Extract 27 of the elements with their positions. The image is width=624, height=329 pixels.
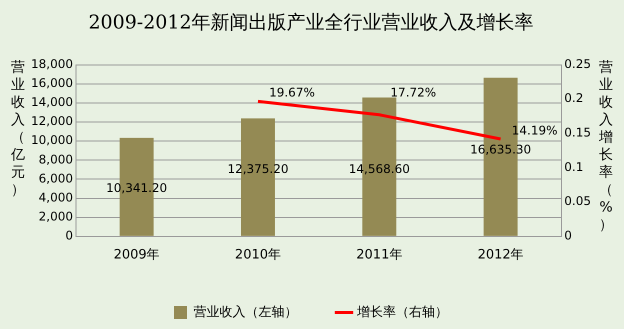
- y-tick-label: 16,000: [30, 76, 73, 90]
- y2-tick-label: 0.1: [564, 160, 584, 174]
- data-label: 17.72%: [390, 86, 436, 100]
- y2-tick-label: 0.25: [564, 56, 591, 71]
- y-tick-label: 14,000: [30, 95, 73, 110]
- y-tick-label: 4,000: [38, 190, 73, 204]
- y-tick-label: 18,000: [30, 56, 73, 71]
- x-tick-label: 2012年: [478, 248, 524, 263]
- x-tick-label: 2009年: [114, 248, 160, 263]
- y-tick-label: 10,000: [30, 133, 73, 148]
- legend-label: 增长率（右轴）: [356, 304, 448, 320]
- y-tick-label: 8,000: [38, 152, 73, 166]
- y2-tick-label: 0.2: [564, 91, 584, 106]
- text: 营业收入增长率（%）: [599, 60, 613, 234]
- legend-label: 营业收入（左轴）: [194, 304, 298, 320]
- data-label: 19.67%: [269, 86, 315, 100]
- y2-tick-label: 0.15: [564, 126, 591, 140]
- x-tick-label: 2011年: [356, 248, 402, 263]
- y2-tick-label: 0.05: [564, 194, 591, 208]
- y-tick-label: 6,000: [38, 171, 73, 186]
- x-tick-label: 2010年: [234, 248, 282, 263]
- chart-title: 2009-2012年新闻出版产业全行业营业收入及增长率: [88, 11, 534, 34]
- y-tick-label: 12,000: [30, 114, 73, 128]
- y-tick-label: 2,000: [38, 209, 73, 224]
- y-axis-title: 营业收入（亿元）: [10, 60, 25, 198]
- y-tick-label: 0: [65, 228, 73, 243]
- y2-tick-label: 0: [564, 228, 572, 243]
